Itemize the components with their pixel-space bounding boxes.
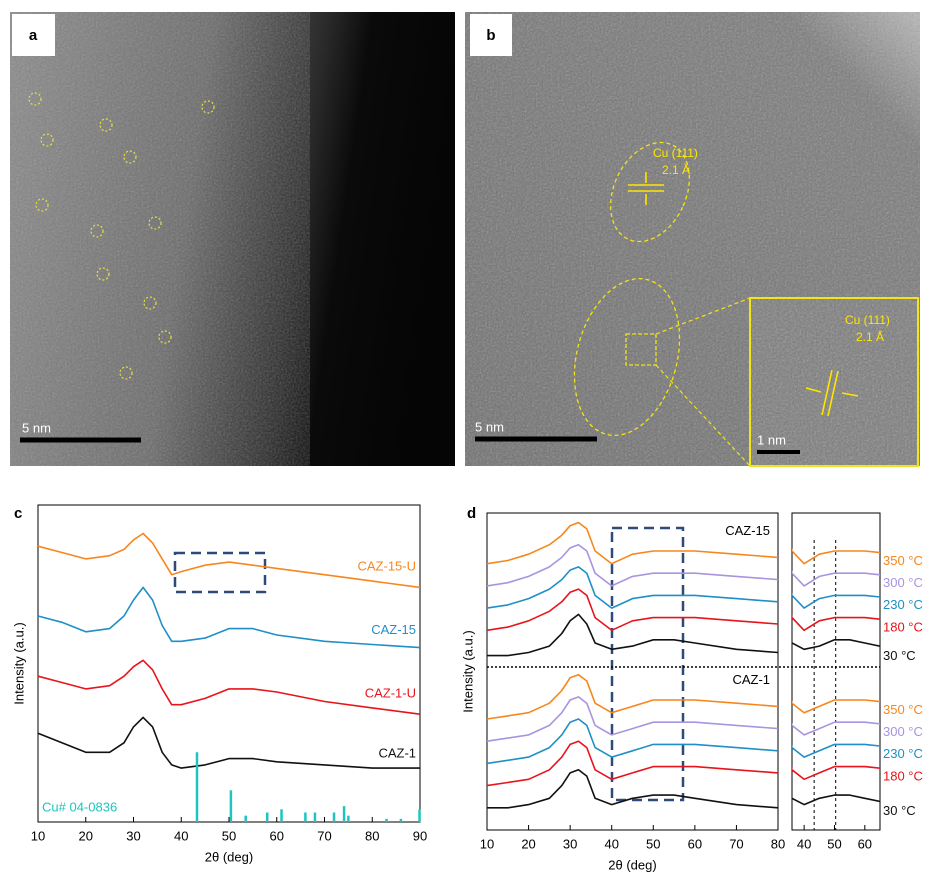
atom-markers bbox=[28, 92, 215, 380]
x-tick-label: 40 bbox=[604, 836, 618, 851]
lattice-marker bbox=[628, 172, 664, 205]
zoom-box bbox=[625, 333, 657, 366]
label-box bbox=[12, 14, 55, 56]
inset-border bbox=[749, 297, 919, 467]
data-line bbox=[37, 716, 420, 769]
x-tick-label: 50 bbox=[222, 828, 236, 843]
x-tick-label: 30 bbox=[126, 828, 140, 843]
series-label: 230 °C bbox=[883, 746, 923, 761]
label-box bbox=[470, 14, 512, 56]
x-tick-label: 40 bbox=[797, 836, 811, 851]
panel-label: b bbox=[486, 27, 495, 44]
y-axis-label: Intensity (a.u.) bbox=[460, 630, 475, 712]
data-line bbox=[487, 769, 779, 809]
x-tick-label: 30 bbox=[563, 836, 577, 851]
data-line bbox=[486, 543, 779, 587]
x-tick-label: 90 bbox=[413, 828, 427, 843]
data-line bbox=[486, 673, 779, 720]
group-label: CAZ-15 bbox=[725, 523, 770, 538]
panel-label: d bbox=[467, 505, 476, 522]
panel-label: a bbox=[29, 27, 38, 44]
series-label: 180 °C bbox=[883, 619, 923, 634]
x-tick-label: 20 bbox=[521, 836, 535, 851]
series-label: 230 °C bbox=[883, 597, 923, 612]
data-line bbox=[37, 532, 421, 589]
highlight-box bbox=[173, 551, 267, 594]
series-label: 350 °C bbox=[883, 553, 923, 568]
x-tick-label: 10 bbox=[31, 828, 45, 843]
panel-label: c bbox=[14, 505, 22, 522]
data-line bbox=[486, 566, 779, 609]
data-line bbox=[792, 721, 880, 736]
scale-bar-label: 5 nm bbox=[475, 419, 504, 434]
data-line bbox=[792, 592, 880, 609]
group-label: CAZ-1 bbox=[732, 672, 770, 687]
series-label: 350 °C bbox=[883, 702, 923, 717]
series-label: 30 °C bbox=[883, 648, 916, 663]
data-line bbox=[792, 743, 880, 758]
data-line bbox=[37, 586, 421, 649]
x-tick-label: 50 bbox=[646, 836, 660, 851]
series-label: CAZ-15-U bbox=[357, 559, 416, 574]
annotation: 2.1 Å bbox=[662, 162, 690, 177]
scale-bar-label: 1 nm bbox=[757, 432, 786, 447]
x-tick-label: 80 bbox=[365, 828, 379, 843]
series-label: CAZ-1 bbox=[378, 746, 416, 761]
x-tick-label: 70 bbox=[317, 828, 331, 843]
data-line bbox=[792, 765, 880, 781]
x-tick-label: 50 bbox=[827, 836, 841, 851]
series-label: 30 °C bbox=[883, 803, 916, 818]
zoom-lines bbox=[655, 297, 751, 467]
data-line bbox=[792, 699, 880, 714]
annotation: Cu (111) bbox=[845, 313, 890, 327]
y-axis-label: Intensity (a.u.) bbox=[11, 622, 26, 704]
x-tick-label: 70 bbox=[729, 836, 743, 851]
data-line bbox=[37, 659, 421, 715]
lattice-marker bbox=[805, 369, 859, 417]
reference-label: Cu# 04-0836 bbox=[42, 799, 117, 814]
image-a: a 5 nm bbox=[10, 12, 455, 466]
x-tick-label: 80 bbox=[771, 836, 785, 851]
data-line bbox=[792, 614, 880, 632]
data-line bbox=[792, 639, 880, 651]
texture bbox=[10, 12, 310, 466]
region-outlines bbox=[573, 141, 690, 437]
data-line bbox=[487, 613, 779, 657]
x-tick-label: 60 bbox=[270, 828, 284, 843]
x-tick-label: 40 bbox=[174, 828, 188, 843]
data-line bbox=[486, 588, 779, 632]
data-line bbox=[486, 718, 779, 765]
annotation: 2.1 Å bbox=[856, 329, 884, 344]
x-axis-label: 2θ (deg) bbox=[608, 857, 656, 872]
texture bbox=[750, 298, 918, 466]
x-axis-label: 2θ (deg) bbox=[205, 849, 253, 864]
annotation: Cu (111) bbox=[653, 146, 698, 160]
series-label: CAZ-15 bbox=[371, 622, 416, 637]
x-tick-label: 10 bbox=[480, 836, 494, 851]
x-tick-label: 20 bbox=[79, 828, 93, 843]
highlight-box bbox=[610, 526, 685, 802]
x-tick-label: 60 bbox=[858, 836, 872, 851]
data-line bbox=[486, 696, 779, 742]
x-tick-label: 60 bbox=[688, 836, 702, 851]
data-line bbox=[486, 521, 779, 565]
series-label: 300 °C bbox=[883, 575, 923, 590]
series-label: 180 °C bbox=[883, 768, 923, 783]
plot-frame bbox=[486, 512, 779, 831]
series-label: CAZ-1-U bbox=[365, 685, 416, 700]
data-line bbox=[792, 794, 880, 806]
series-label: 300 °C bbox=[883, 724, 923, 739]
data-line bbox=[792, 570, 880, 587]
data-line bbox=[486, 740, 779, 787]
scale-bar-label: 5 nm bbox=[22, 420, 51, 435]
inset: Cu (111) 2.1 Å 1 nm bbox=[749, 297, 919, 467]
data-line bbox=[792, 547, 880, 565]
image-b: b Cu (111) 2.1 Å 5 nm Cu (111) 2.1 Å bbox=[465, 12, 920, 467]
